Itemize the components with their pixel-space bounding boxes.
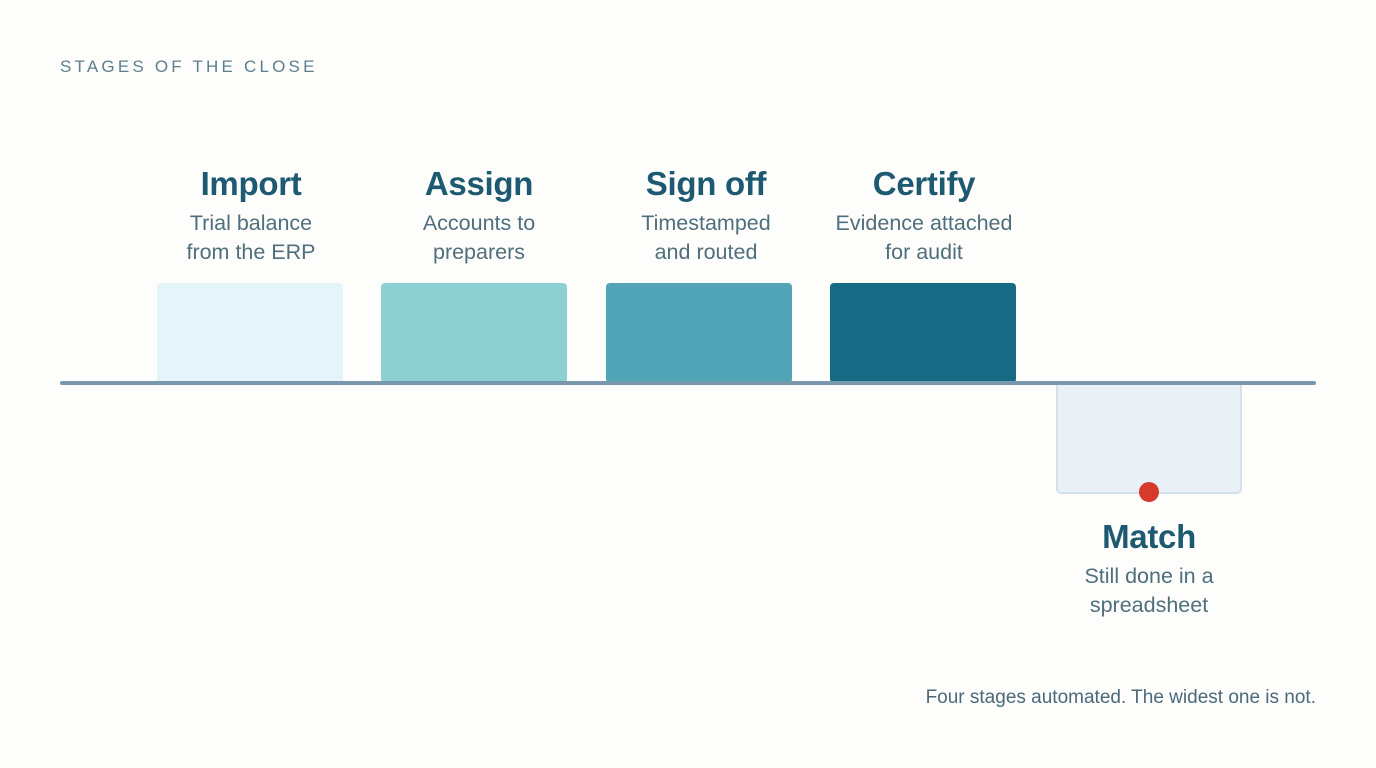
stage-sign-off-desc-line1: Timestamped <box>641 211 771 235</box>
stage-match-title: Match <box>1102 518 1196 555</box>
stage-certify-desc: Evidence attached for audit <box>804 209 1044 267</box>
stage-certify-title: Certify <box>872 165 976 202</box>
stage-import-block <box>157 283 343 383</box>
stage-sign-off-label: Sign off Timestamped and routed <box>586 165 826 267</box>
stage-sign-off-desc-line2: and routed <box>654 240 758 264</box>
stage-assign-desc-line2: preparers <box>432 240 525 264</box>
eyebrow-title: STAGES OF THE CLOSE <box>60 57 318 76</box>
footer-caption: Four stages automated. The widest one is… <box>925 687 1316 708</box>
stage-import-desc-line1: Trial balance <box>189 211 313 235</box>
stage-sign-off-desc: Timestamped and routed <box>586 209 826 267</box>
manual-step-marker-icon <box>1139 482 1159 502</box>
stage-import-desc: Trial balance from the ERP <box>131 209 371 267</box>
stage-certify-block <box>830 283 1016 383</box>
stage-assign-desc: Accounts to preparers <box>359 209 599 267</box>
stage-certify-desc-line1: Evidence attached <box>835 211 1013 235</box>
stage-assign-label: Assign Accounts to preparers <box>359 165 599 267</box>
stage-match-desc: Still done in a spreadsheet <box>1029 562 1269 620</box>
stage-match-desc-line2: spreadsheet <box>1089 593 1209 617</box>
stage-import-title: Import <box>200 165 302 202</box>
stage-certify-label: Certify Evidence attached for audit <box>804 165 1044 267</box>
stage-import-label: Import Trial balance from the ERP <box>131 165 371 267</box>
timeline-baseline <box>60 381 1316 385</box>
stage-certify-desc-line2: for audit <box>885 240 963 264</box>
stage-import-desc-line2: from the ERP <box>186 240 316 264</box>
stage-assign-block <box>381 283 567 383</box>
stage-assign-desc-line1: Accounts to <box>422 211 536 235</box>
stage-sign-off-title: Sign off <box>645 165 767 202</box>
stage-match-desc-line1: Still done in a <box>1084 564 1214 588</box>
stage-match-block <box>1056 385 1242 494</box>
stage-assign-title: Assign <box>424 165 534 202</box>
stage-match-label: Match Still done in a spreadsheet <box>1029 518 1269 620</box>
stage-sign-off-block <box>606 283 792 383</box>
